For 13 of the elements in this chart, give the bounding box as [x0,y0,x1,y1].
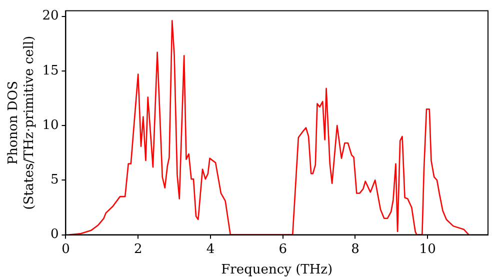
x-tick-label: 8 [351,242,360,257]
x-tick-label: 10 [419,242,436,257]
x-tick-label: 4 [206,242,215,257]
y-tick-label: 20 [42,8,59,24]
y-tick-label: 10 [42,118,59,133]
x-tick-label: 2 [134,242,142,257]
y-tick-label: 0 [50,227,59,242]
y-axis-title: Phonon DOS (States/THz·primitive cell) [6,36,37,210]
x-axis-title: Frequency (THz) [221,262,333,278]
y-tick-label: 15 [42,63,59,78]
x-tick-label: 6 [278,242,287,257]
y-tick-label: 5 [50,172,59,188]
x-tick-label: 0 [62,242,70,257]
